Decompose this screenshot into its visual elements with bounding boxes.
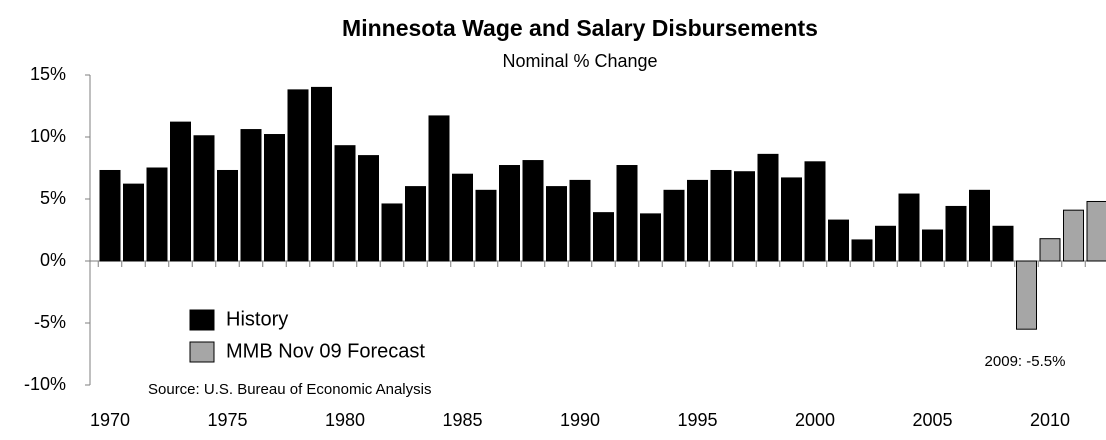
bar: [663, 189, 685, 262]
bar: [1086, 200, 1106, 262]
bar: [640, 213, 661, 262]
bar: [992, 225, 1014, 262]
annotation: 2009: -5.5%: [985, 353, 1066, 370]
y-tick-label: 5%: [40, 188, 66, 208]
bar: [311, 86, 332, 262]
x-tick-label: 1980: [325, 410, 365, 430]
bar: [123, 183, 144, 262]
legend-swatch: [189, 309, 215, 331]
bar: [264, 134, 285, 262]
legend-swatch: [189, 341, 215, 363]
bar: [428, 115, 450, 262]
source-note: Source: U.S. Bureau of Economic Analysis: [148, 381, 431, 398]
bar: [757, 153, 779, 262]
bar: [804, 161, 826, 262]
x-tick-label: 1985: [442, 410, 482, 430]
bar: [1063, 209, 1084, 262]
y-tick-label: 15%: [30, 64, 66, 84]
y-tick-label: 10%: [30, 126, 66, 146]
bar: [170, 121, 191, 262]
bar: [193, 135, 215, 262]
bar: [734, 171, 755, 262]
bar: [99, 169, 121, 262]
bar: [240, 129, 262, 262]
x-tick-label: 2000: [795, 410, 835, 430]
legend-label: MMB Nov 09 Forecast: [226, 340, 425, 362]
x-tick-label: 1970: [90, 410, 130, 430]
bar: [358, 155, 379, 262]
bar: [945, 205, 967, 262]
bar: [217, 169, 238, 262]
bar: [922, 229, 943, 262]
bar: [475, 189, 497, 262]
bar: [828, 219, 849, 262]
bar: [452, 173, 473, 262]
bar: [334, 145, 356, 262]
bar: [687, 179, 708, 262]
bar: [898, 193, 920, 262]
x-tick-label: 2010: [1030, 410, 1070, 430]
bar: [569, 179, 591, 262]
y-tick-label: 0%: [40, 250, 66, 270]
y-tick-label: -10%: [24, 374, 66, 394]
bar: [546, 186, 567, 262]
bar: [593, 212, 614, 262]
bar: [499, 165, 520, 262]
bar: [851, 239, 873, 262]
x-tick-label: 2005: [912, 410, 952, 430]
x-tick-label: 1975: [207, 410, 247, 430]
bar: [146, 167, 168, 262]
bar: [781, 177, 802, 262]
bar: [1039, 238, 1061, 262]
x-tick-label: 1990: [560, 410, 600, 430]
bar: [1016, 260, 1037, 330]
bar: [522, 160, 544, 262]
bar: [875, 225, 896, 262]
chart-subtitle: Nominal % Change: [502, 51, 657, 71]
legend-label: History: [226, 308, 288, 330]
bar: [969, 189, 990, 262]
chart-title: Minnesota Wage and Salary Disbursements: [342, 15, 818, 41]
bar: [287, 89, 309, 262]
bar: [710, 169, 732, 262]
bar: [405, 186, 426, 262]
x-tick-label: 1995: [677, 410, 717, 430]
y-tick-label: -5%: [34, 312, 66, 332]
bar: [616, 165, 638, 262]
bar: [381, 203, 403, 262]
